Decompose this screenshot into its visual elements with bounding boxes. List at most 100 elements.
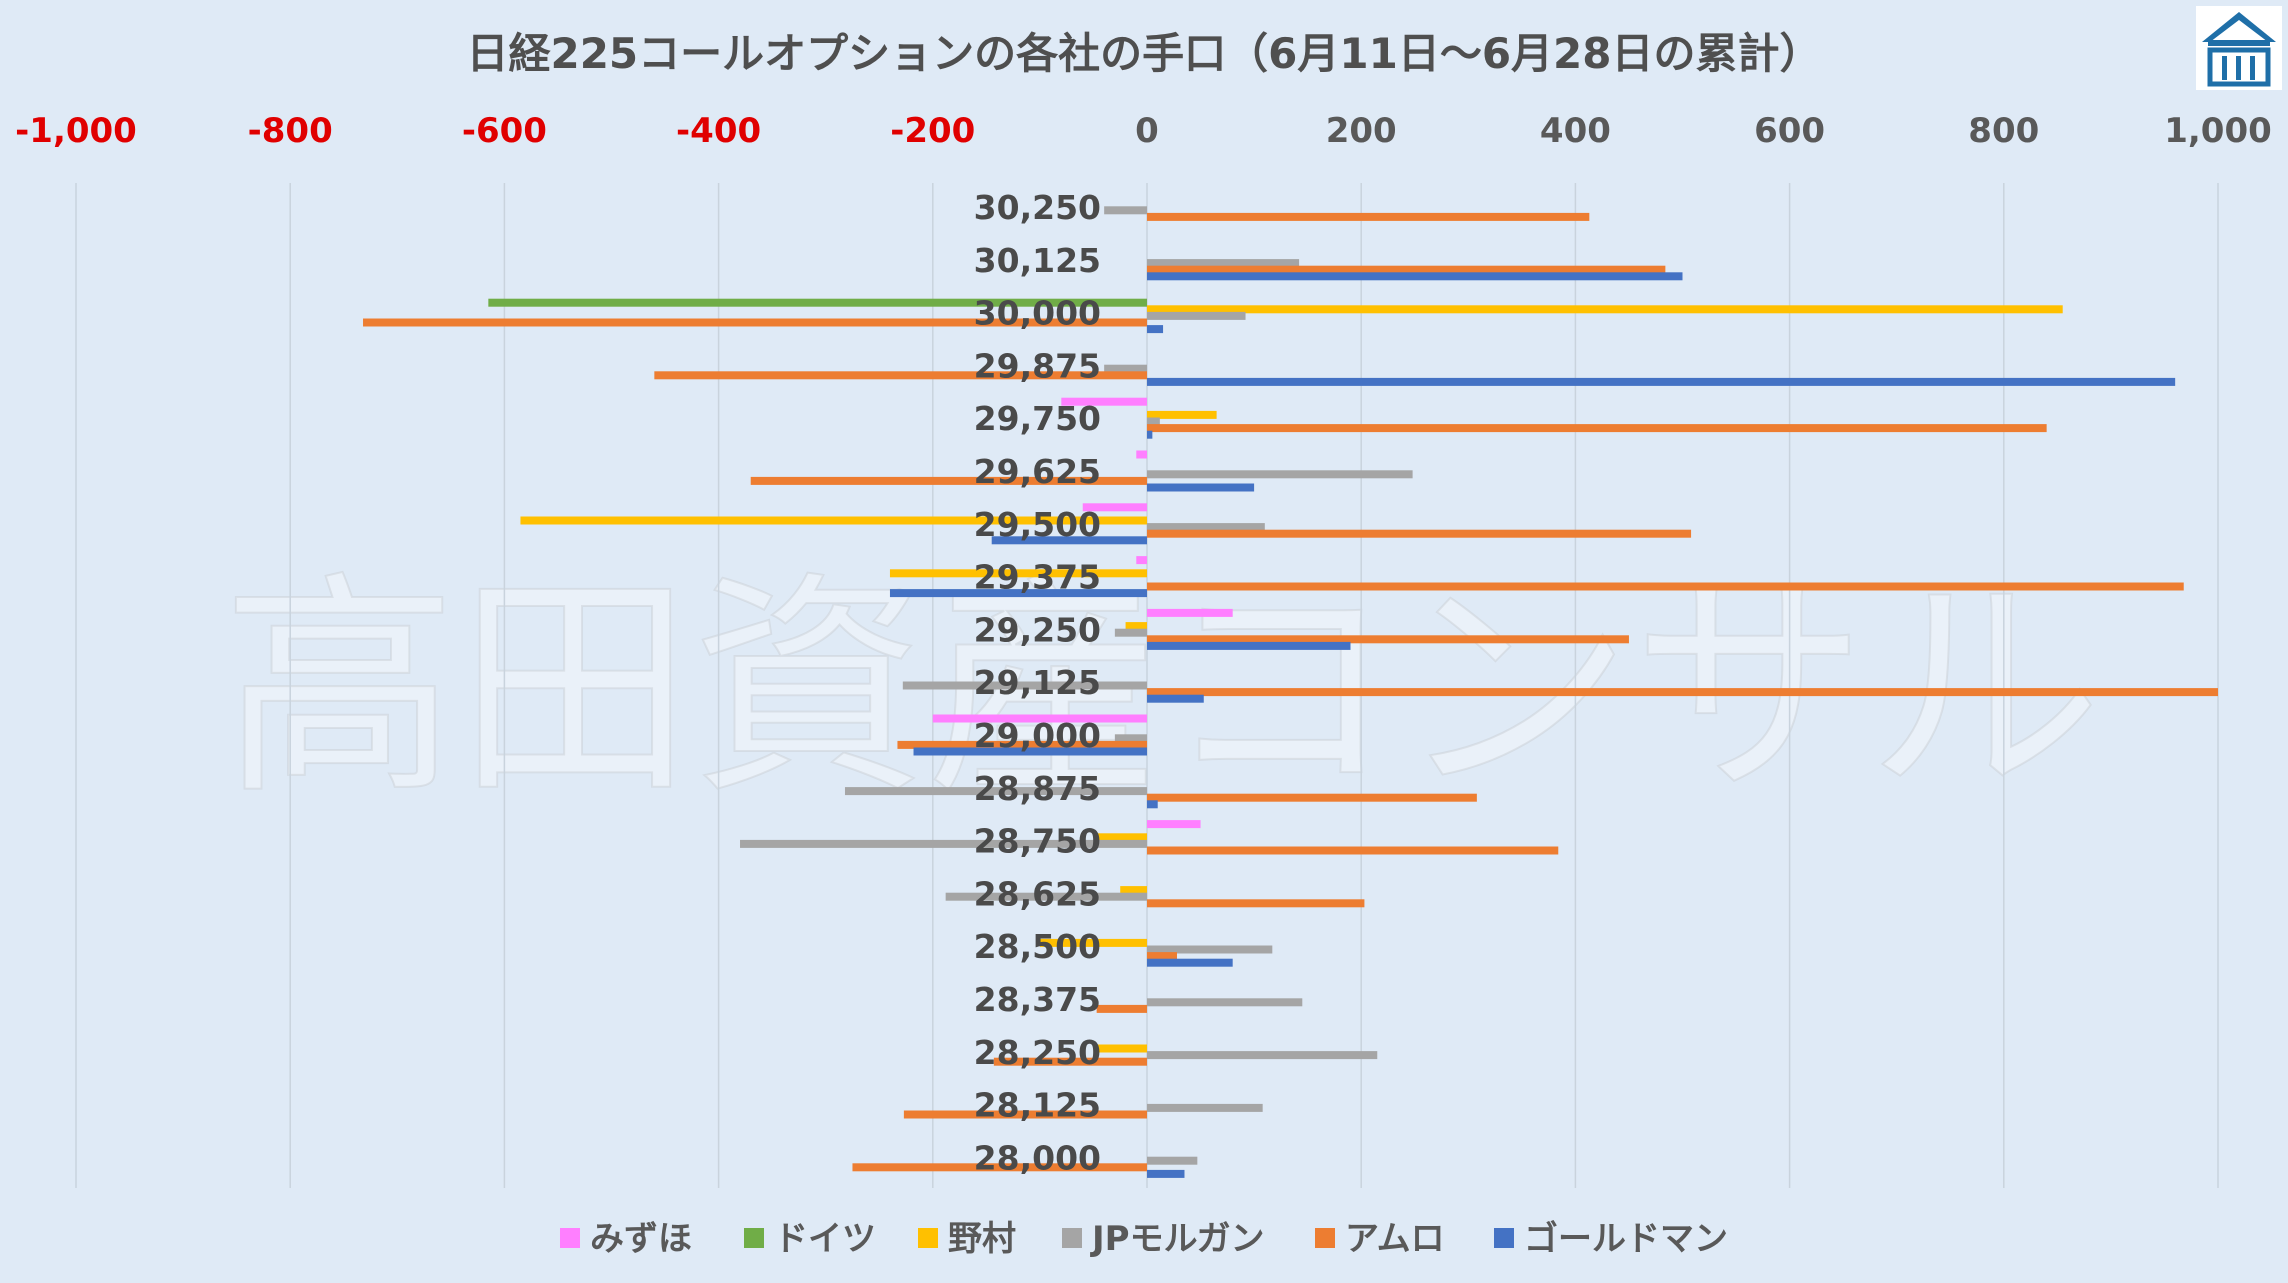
bar-5-10 <box>1147 688 2218 697</box>
bar-6-8 <box>889 589 1147 598</box>
bar-5-16 <box>1096 1004 1147 1013</box>
bar-4-16 <box>1147 998 1303 1007</box>
category-label: 28,375 <box>974 980 1101 1019</box>
x-tick-label: 200 <box>1326 111 1397 151</box>
category-label: 30,125 <box>974 241 1101 280</box>
bar-4-11 <box>1114 734 1147 743</box>
bar-6-5 <box>1147 430 1153 439</box>
bar-4-12 <box>844 787 1147 796</box>
bar-5-3 <box>363 318 1147 327</box>
legend-label: みずほ <box>590 1219 692 1259</box>
bar-5-15 <box>1147 952 1177 961</box>
x-tick-label: -1,000 <box>15 111 137 151</box>
legend-swatch <box>918 1228 938 1248</box>
category-label: 29,750 <box>974 399 1101 438</box>
bar-5-1 <box>1147 212 1590 221</box>
bars <box>363 206 2218 1178</box>
category-label: 29,500 <box>974 505 1101 544</box>
x-tick-label: 800 <box>1968 111 2039 151</box>
x-tick-label: 400 <box>1540 111 1611 151</box>
bar-3-7 <box>520 516 1147 525</box>
bar-4-4 <box>1104 364 1147 373</box>
bar-5-9 <box>1147 635 1629 644</box>
bar-5-18 <box>903 1110 1147 1119</box>
bar-5-17 <box>993 1057 1147 1066</box>
bar-5-19 <box>852 1163 1147 1172</box>
legend-label: JPモルガン <box>1090 1219 1265 1259</box>
category-label: 28,625 <box>974 874 1101 913</box>
bar-6-12 <box>1147 800 1158 809</box>
category-label: 29,875 <box>974 346 1101 385</box>
bar-3-15 <box>1039 938 1147 947</box>
bar-3-9 <box>1125 622 1147 631</box>
category-label: 29,000 <box>974 716 1101 755</box>
x-tick-label: 0 <box>1135 111 1159 151</box>
legend-swatch <box>560 1228 580 1248</box>
bar-4-1 <box>1104 206 1147 215</box>
bar-3-5 <box>1147 410 1217 419</box>
x-axis-ticks: -1,000 -800 -600 -400 -200 0 200 400 600 800 1,000 <box>15 111 2272 151</box>
bar-4-13 <box>740 839 1147 848</box>
x-tick-label: 600 <box>1754 111 1825 151</box>
bar-2-3 <box>488 298 1148 307</box>
bar-4-10 <box>902 681 1147 690</box>
bar-4-5 <box>1147 417 1160 426</box>
bar-1-5 <box>1061 397 1147 406</box>
category-label: 28,750 <box>974 822 1101 861</box>
legend-label: アムロ <box>1345 1219 1445 1259</box>
legend-label: ドイツ <box>774 1219 876 1259</box>
bar-4-17 <box>1147 1051 1378 1060</box>
bar-5-2 <box>1147 265 1666 274</box>
logo-icon <box>2196 6 2282 90</box>
chart-title: 日経225コールオプションの各社の手口（6月11日～6月28日の累計） <box>466 29 1821 78</box>
legend-swatch <box>1062 1228 1082 1248</box>
category-label: 30,250 <box>974 188 1101 227</box>
gridlines <box>75 183 2219 1188</box>
legend-swatch <box>1494 1228 1514 1248</box>
bar-6-6 <box>1147 483 1255 492</box>
category-label: 29,125 <box>974 663 1101 702</box>
bar-5-13 <box>1147 846 1559 855</box>
bar-6-4 <box>1147 377 2176 386</box>
bar-6-7 <box>991 536 1147 545</box>
bar-3-14 <box>1120 886 1147 895</box>
x-tick-label: -600 <box>462 111 547 151</box>
bar-1-13 <box>1147 820 1201 829</box>
category-label: 29,375 <box>974 558 1101 597</box>
bar-1-8 <box>1136 556 1147 565</box>
bar-5-7 <box>1147 529 1692 538</box>
category-label: 28,500 <box>974 927 1101 966</box>
x-tick-label: -200 <box>890 111 975 151</box>
bar-4-19 <box>1147 1156 1198 1165</box>
bar-3-8 <box>889 569 1147 578</box>
bar-4-9 <box>1114 628 1147 637</box>
category-label: 29,250 <box>974 610 1101 649</box>
bar-4-7 <box>1147 523 1265 532</box>
legend: みずほ ドイツ 野村 JPモルガン アムロ ゴールドマン <box>560 1219 1728 1259</box>
x-tick-label: -400 <box>676 111 761 151</box>
category-label: 28,125 <box>974 1086 1101 1125</box>
bar-6-3 <box>1147 325 1164 334</box>
bar-5-11 <box>897 740 1147 749</box>
legend-label: 野村 <box>948 1219 1016 1259</box>
bar-4-6 <box>1147 470 1413 479</box>
category-label: 28,250 <box>974 1033 1101 1072</box>
bar-3-3 <box>1147 305 2063 314</box>
bar-4-15 <box>1147 945 1273 954</box>
bar-4-3 <box>1147 311 1246 320</box>
bar-6-9 <box>1147 641 1351 650</box>
bar-4-2 <box>1147 259 1300 268</box>
legend-swatch <box>1315 1228 1335 1248</box>
bar-6-19 <box>1147 1169 1185 1178</box>
bar-1-6 <box>1136 450 1147 459</box>
bar-5-12 <box>1147 793 1477 802</box>
bar-3-17 <box>1093 1044 1147 1053</box>
bar-6-15 <box>1147 958 1233 967</box>
x-tick-label: -800 <box>248 111 333 151</box>
bar-3-13 <box>1093 833 1147 842</box>
bar-1-9 <box>1147 608 1233 617</box>
x-tick-label: 1,000 <box>2164 111 2272 151</box>
category-labels: 30,250 30,125 30,000 29,875 29,750 29,625 29,5… <box>974 188 1101 1177</box>
category-label: 28,000 <box>974 1138 1101 1177</box>
